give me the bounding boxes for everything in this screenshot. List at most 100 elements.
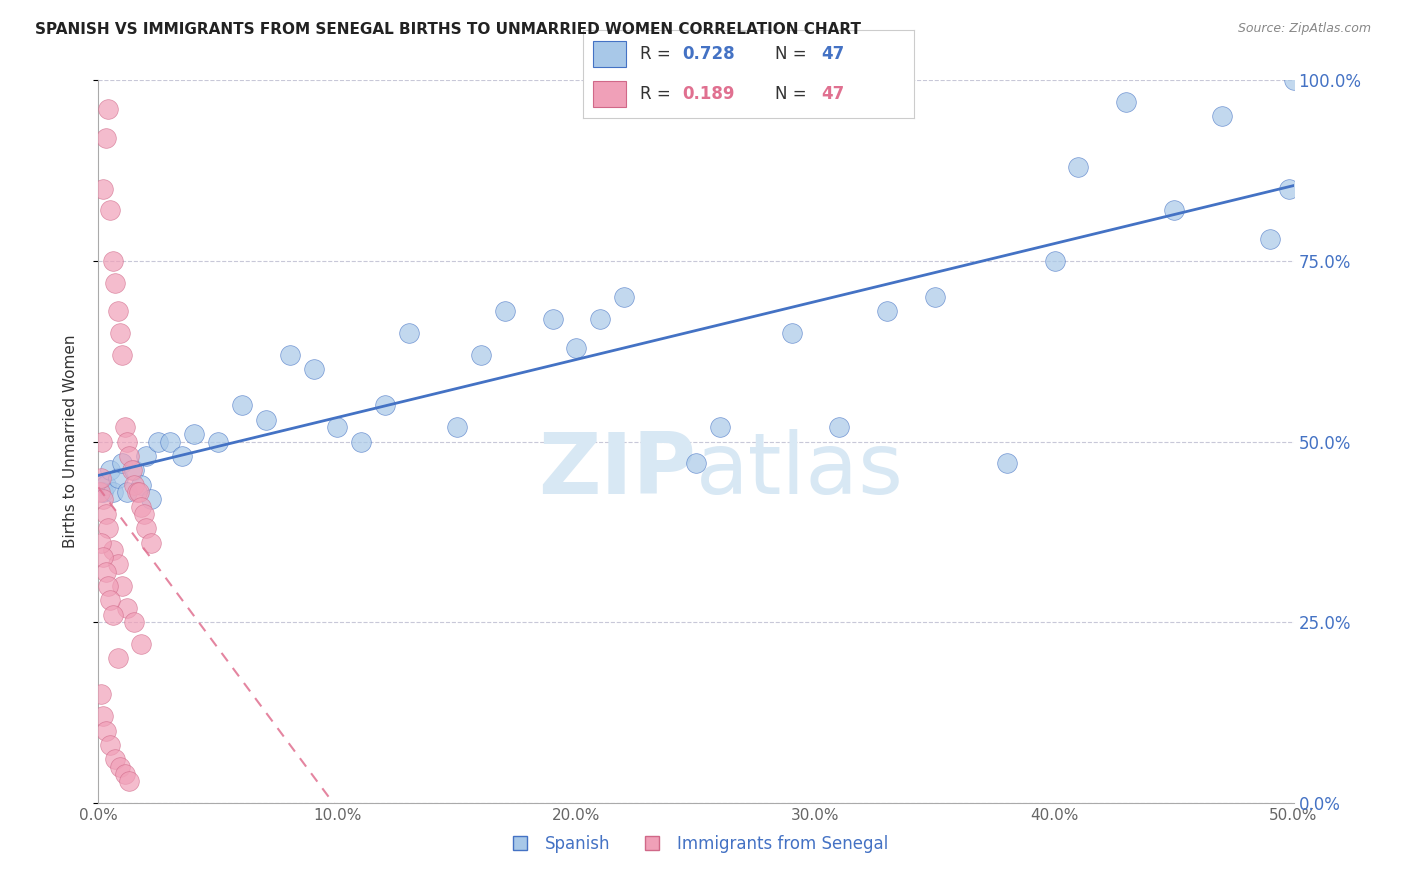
Point [131, 637, 153, 651]
Point [111, 456, 134, 470]
Point [128, 485, 150, 500]
Point [207, 434, 229, 449]
Point [1258, 232, 1281, 246]
Point [124, 478, 146, 492]
Point [302, 362, 325, 376]
Point [350, 434, 373, 449]
Point [97, 579, 120, 593]
Point [111, 579, 134, 593]
Point [101, 485, 124, 500]
Point [108, 760, 131, 774]
Point [780, 326, 803, 340]
Text: N =: N = [775, 45, 813, 63]
Point [98, 203, 122, 218]
Point [1282, 73, 1305, 87]
Point [876, 304, 898, 318]
Point [91, 434, 114, 449]
Point [108, 326, 131, 340]
Point [98, 463, 122, 477]
Point [1067, 160, 1090, 174]
Point [1043, 253, 1066, 268]
Point [107, 304, 129, 318]
Point [172, 449, 194, 463]
Text: ZIP: ZIP [538, 429, 696, 512]
Point [114, 420, 136, 434]
Point [97, 102, 120, 116]
Point [94, 507, 117, 521]
Point [89, 485, 111, 500]
Point [685, 456, 707, 470]
Point [91, 485, 114, 500]
Point [613, 290, 636, 304]
Point [132, 507, 155, 521]
Text: R =: R = [640, 85, 676, 103]
Point [135, 449, 157, 463]
Point [91, 550, 114, 565]
Text: 0.189: 0.189 [683, 85, 735, 103]
Point [326, 420, 349, 434]
Point [90, 470, 112, 484]
Point [101, 542, 124, 557]
Point [98, 593, 122, 607]
Point [107, 470, 129, 484]
Point [159, 434, 181, 449]
Point [374, 398, 396, 412]
Point [231, 398, 253, 412]
Point [541, 311, 564, 326]
Point [183, 427, 205, 442]
Point [115, 434, 138, 449]
Point [115, 485, 138, 500]
Point [91, 709, 114, 723]
FancyBboxPatch shape [593, 41, 627, 67]
Point [104, 276, 127, 290]
Point [1211, 110, 1233, 124]
Point [90, 535, 112, 549]
Point [139, 492, 162, 507]
Point [121, 463, 143, 477]
Point [90, 478, 112, 492]
Text: Source: ZipAtlas.com: Source: ZipAtlas.com [1237, 22, 1371, 36]
Point [125, 485, 148, 500]
Point [254, 413, 277, 427]
Point [101, 607, 124, 622]
Point [148, 434, 170, 449]
Point [90, 687, 112, 701]
Point [104, 752, 127, 766]
Text: SPANISH VS IMMIGRANTS FROM SENEGAL BIRTHS TO UNMARRIED WOMEN CORRELATION CHART: SPANISH VS IMMIGRANTS FROM SENEGAL BIRTH… [35, 22, 860, 37]
Point [139, 535, 162, 549]
Point [709, 420, 731, 434]
Point [107, 651, 129, 665]
Point [94, 565, 117, 579]
Point [278, 348, 301, 362]
Point [494, 304, 516, 318]
Point [135, 521, 157, 535]
Point [91, 182, 114, 196]
Point [131, 500, 153, 514]
Point [828, 420, 851, 434]
Text: R =: R = [640, 45, 676, 63]
Point [1163, 203, 1185, 218]
Point [94, 478, 117, 492]
Point [470, 348, 492, 362]
Text: 47: 47 [821, 45, 845, 63]
Point [995, 456, 1018, 470]
Point [107, 558, 129, 572]
Y-axis label: Births to Unmarried Women: Births to Unmarried Women [63, 334, 77, 549]
Point [111, 348, 134, 362]
Text: 0.728: 0.728 [683, 45, 735, 63]
Point [91, 492, 114, 507]
Point [1115, 95, 1137, 109]
Point [97, 521, 120, 535]
Legend: Spanish, Immigrants from Senegal: Spanish, Immigrants from Senegal [496, 828, 896, 860]
Point [124, 615, 146, 630]
FancyBboxPatch shape [593, 81, 627, 107]
Text: atlas: atlas [696, 429, 904, 512]
Point [124, 463, 146, 477]
Point [131, 478, 153, 492]
Point [398, 326, 420, 340]
Point [115, 600, 138, 615]
Point [118, 774, 141, 789]
Point [1278, 182, 1301, 196]
Point [565, 341, 588, 355]
Point [94, 131, 117, 145]
